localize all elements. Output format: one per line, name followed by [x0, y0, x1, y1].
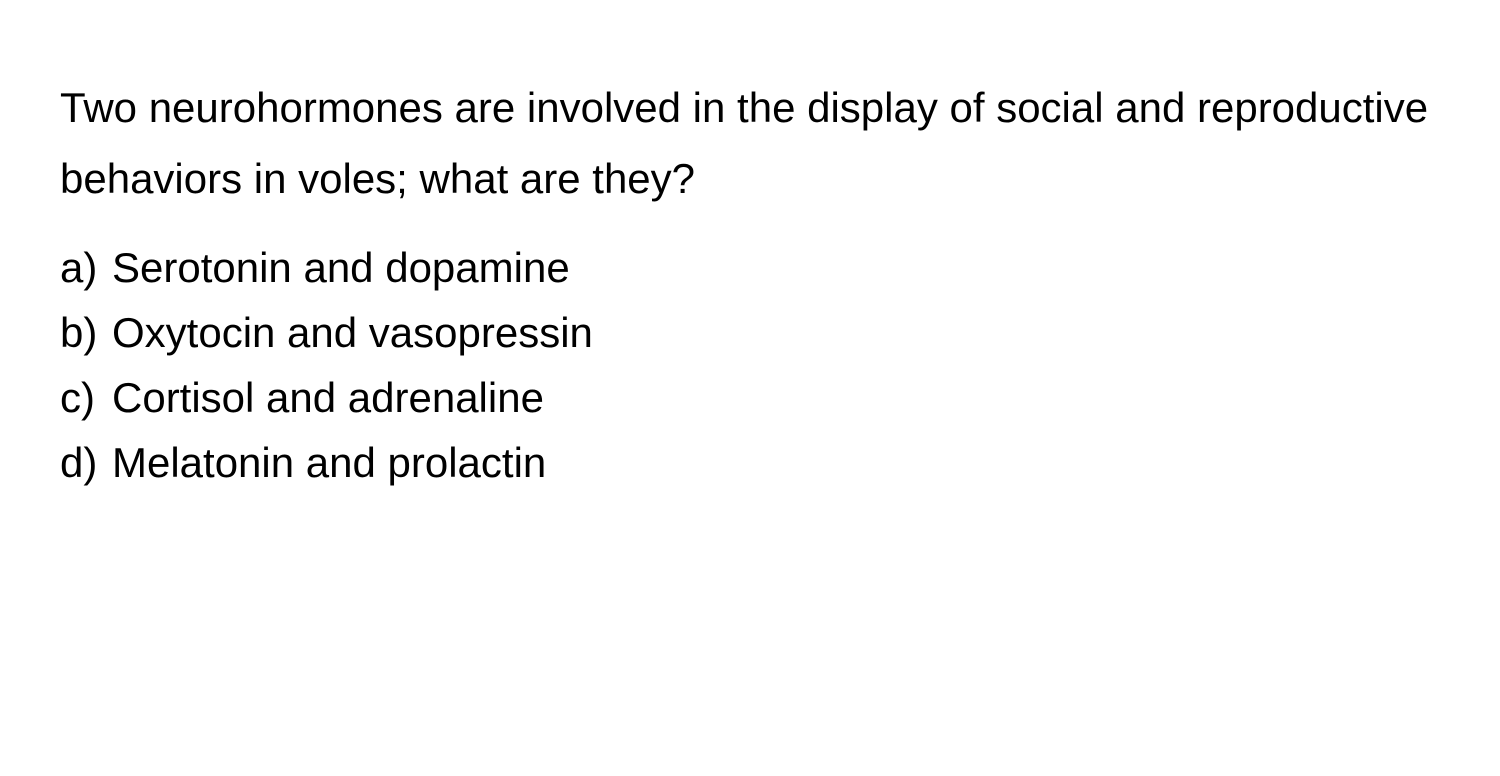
option-text: Serotonin and dopamine	[112, 235, 1440, 300]
option-text: Oxytocin and vasopressin	[112, 300, 1440, 365]
option-text: Cortisol and adrenaline	[112, 365, 1440, 430]
option-b: b) Oxytocin and vasopressin	[60, 300, 1440, 365]
options-list: a) Serotonin and dopamine b) Oxytocin an…	[60, 235, 1440, 495]
option-c: c) Cortisol and adrenaline	[60, 365, 1440, 430]
option-text: Melatonin and prolactin	[112, 430, 1440, 495]
option-label: a)	[60, 235, 112, 300]
option-label: d)	[60, 430, 112, 495]
option-label: c)	[60, 365, 112, 430]
option-d: d) Melatonin and prolactin	[60, 430, 1440, 495]
option-a: a) Serotonin and dopamine	[60, 235, 1440, 300]
option-label: b)	[60, 300, 112, 365]
question-text: Two neurohormones are involved in the di…	[60, 72, 1440, 215]
